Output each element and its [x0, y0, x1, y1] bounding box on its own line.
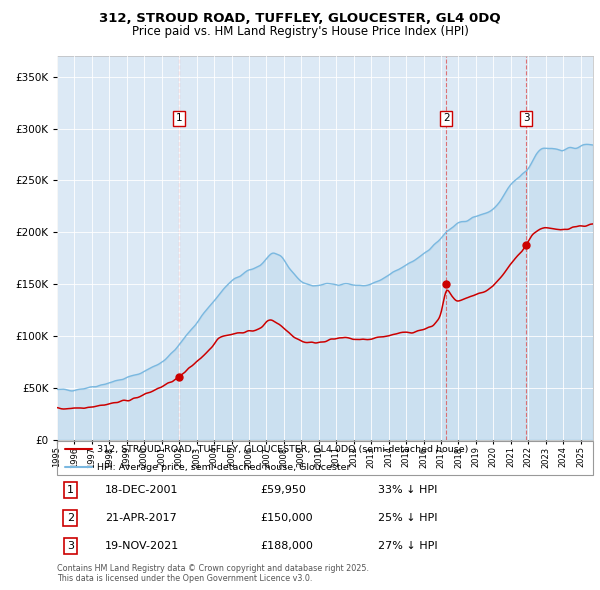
Text: 27% ↓ HPI: 27% ↓ HPI [379, 541, 438, 551]
Text: 3: 3 [67, 541, 74, 551]
Text: Contains HM Land Registry data © Crown copyright and database right 2025.
This d: Contains HM Land Registry data © Crown c… [57, 564, 369, 584]
Text: 3: 3 [523, 113, 530, 123]
Text: 312, STROUD ROAD, TUFFLEY, GLOUCESTER, GL4 0DQ (semi-detached house): 312, STROUD ROAD, TUFFLEY, GLOUCESTER, G… [97, 445, 469, 454]
Text: 312, STROUD ROAD, TUFFLEY, GLOUCESTER, GL4 0DQ: 312, STROUD ROAD, TUFFLEY, GLOUCESTER, G… [99, 12, 501, 25]
Text: 21-APR-2017: 21-APR-2017 [105, 513, 177, 523]
Text: 18-DEC-2001: 18-DEC-2001 [105, 485, 179, 495]
Text: 1: 1 [175, 113, 182, 123]
Text: 1: 1 [67, 485, 74, 495]
Text: Price paid vs. HM Land Registry's House Price Index (HPI): Price paid vs. HM Land Registry's House … [131, 25, 469, 38]
Text: 19-NOV-2021: 19-NOV-2021 [105, 541, 179, 551]
Text: 2: 2 [443, 113, 449, 123]
Text: £188,000: £188,000 [260, 541, 313, 551]
Text: £59,950: £59,950 [260, 485, 307, 495]
Text: HPI: Average price, semi-detached house, Gloucester: HPI: Average price, semi-detached house,… [97, 463, 350, 472]
Text: 25% ↓ HPI: 25% ↓ HPI [379, 513, 438, 523]
Text: 2: 2 [67, 513, 74, 523]
Text: £150,000: £150,000 [260, 513, 313, 523]
Text: 33% ↓ HPI: 33% ↓ HPI [379, 485, 438, 495]
